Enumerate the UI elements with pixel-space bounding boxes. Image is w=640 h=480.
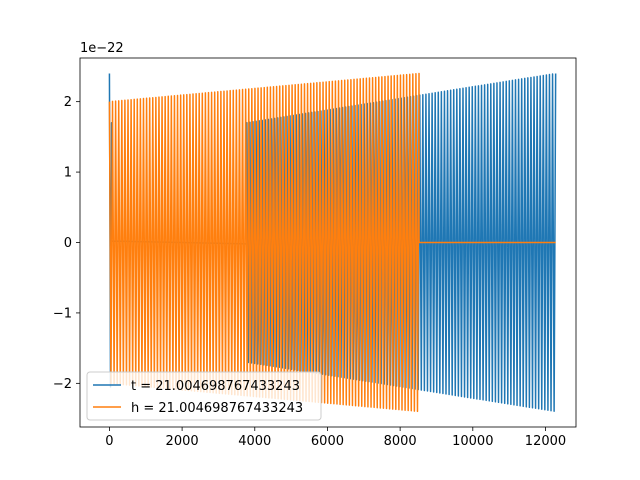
x-tick-label: 8000 xyxy=(384,434,417,449)
legend-label-t: t = 21.004698767433243 xyxy=(131,379,300,394)
y-tick-label: 1 xyxy=(64,166,72,181)
x-tick-label: 2000 xyxy=(166,434,199,449)
y-tick-label: 0 xyxy=(64,236,72,251)
x-tick-label: 10000 xyxy=(452,434,493,449)
y-tick-label: −2 xyxy=(53,377,72,392)
x-tick-label: 0 xyxy=(105,434,113,449)
series-line-t xyxy=(108,73,557,413)
legend: t = 21.004698767433243 h = 21.0046987674… xyxy=(86,371,322,421)
legend-label-h: h = 21.004698767433243 xyxy=(131,401,303,416)
y-tick-label: 2 xyxy=(64,95,72,110)
x-tick-label: 6000 xyxy=(311,434,344,449)
x-tick-label: 12000 xyxy=(525,434,566,449)
legend-box xyxy=(86,371,322,421)
x-axis: 0 2000 4000 6000 8000 10000 12000 xyxy=(105,427,566,449)
y-axis: −2 −1 0 1 2 xyxy=(53,95,80,392)
y-tick-label: −1 xyxy=(53,306,72,321)
x-tick-label: 4000 xyxy=(238,434,271,449)
y-offset-label: 1e−22 xyxy=(80,41,124,56)
